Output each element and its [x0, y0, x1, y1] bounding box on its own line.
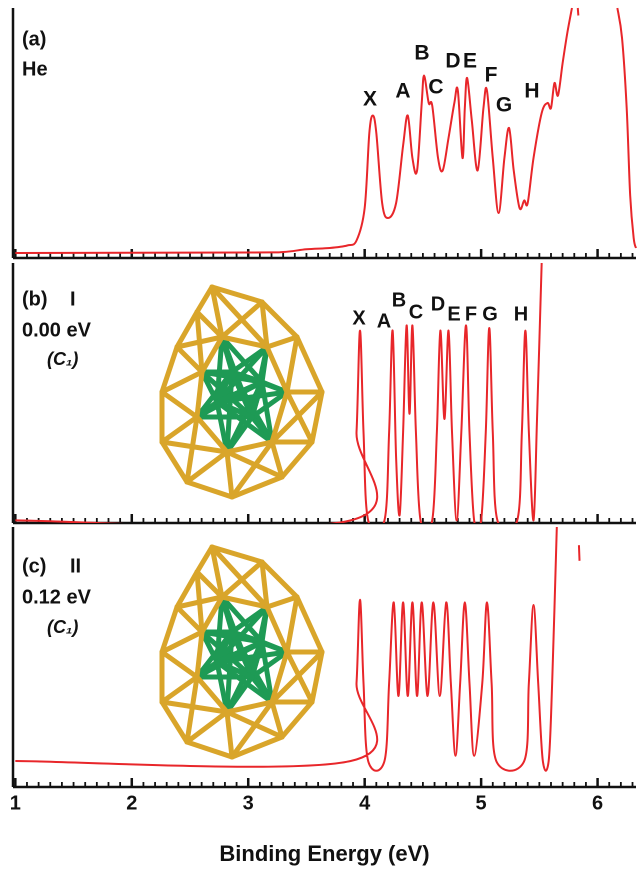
- x-axis-label: Binding Energy (eV): [219, 841, 429, 866]
- panel-energy: 0.00 eV: [22, 319, 92, 341]
- peak-label: B: [414, 42, 429, 65]
- panel-label: I: [70, 288, 76, 310]
- peak-label: H: [524, 80, 539, 103]
- panel-label: II: [70, 555, 81, 577]
- x-tick-label: 6: [592, 792, 603, 814]
- panel-symmetry: (C₁): [47, 617, 78, 637]
- peak-label: C: [428, 76, 443, 99]
- x-tick-label: 2: [126, 792, 137, 814]
- peak-label: D: [431, 293, 445, 315]
- x-tick-label: 5: [476, 792, 487, 814]
- cluster-structure: [162, 547, 322, 757]
- peak-label: F: [485, 64, 498, 87]
- peak-label: A: [395, 80, 410, 103]
- peak-label: C: [409, 301, 423, 323]
- figure: (a)HeXABCDEFGH(b)I0.00 eV(C₁)XABCDEFGH12…: [0, 0, 637, 871]
- panel-symmetry: (C₁): [47, 349, 78, 369]
- spectrum-line: [15, 527, 579, 771]
- peak-label: B: [392, 289, 406, 311]
- peak-label: X: [363, 88, 377, 111]
- cluster-structure: [162, 287, 322, 497]
- panel-panel-label: (c): [22, 555, 46, 577]
- panel-panel-label: (a): [22, 28, 46, 50]
- x-tick-label: 4: [359, 792, 371, 814]
- peak-label: X: [352, 307, 366, 329]
- panel-energy: 0.12 eV: [22, 586, 92, 608]
- peak-label: A: [377, 310, 391, 332]
- spectrum-line: [15, 8, 636, 253]
- page: (a)HeXABCDEFGH(b)I0.00 eV(C₁)XABCDEFGH12…: [0, 0, 637, 871]
- peak-label: H: [514, 303, 528, 325]
- peak-label: G: [482, 303, 498, 325]
- peak-label: G: [496, 94, 512, 117]
- peak-label: E: [447, 303, 460, 325]
- x-tick-label: 3: [243, 792, 254, 814]
- peak-label: F: [465, 303, 477, 325]
- panel-label: He: [22, 58, 48, 80]
- x-tick-label: 1: [10, 792, 21, 814]
- peak-label: E: [463, 50, 477, 73]
- panel-panel-label: (b): [22, 288, 48, 310]
- peak-label: D: [445, 50, 460, 73]
